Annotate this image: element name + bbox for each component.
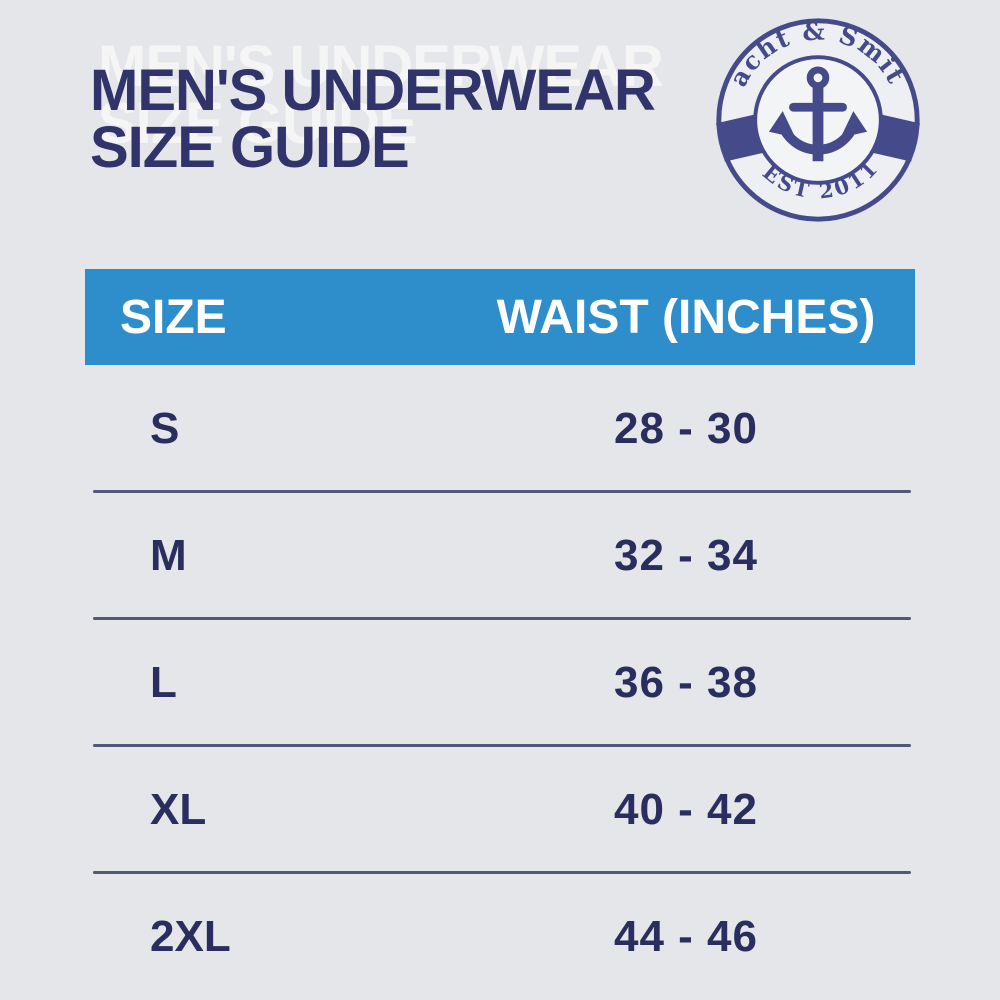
life-ring-bands-icon [716,114,920,162]
row-divider [93,617,911,620]
size-cell: XL [150,784,207,834]
table-row: XL 40 - 42 [85,746,915,874]
waist-cell: 40 - 42 [614,784,758,834]
column-header-waist: WAIST (INCHES) [496,290,876,344]
page-title-line2: SIZE GUIDE [90,115,410,180]
table-row: 2XL 44 - 46 [85,873,915,1000]
waist-cell: 32 - 34 [614,530,758,580]
page-title-ghost: MEN'S UNDERWEAR SIZE GUIDE [98,34,664,156]
size-guide-table: SIZE WAIST (INCHES) S 28 - 30 M 32 - 34 … [85,269,915,1000]
size-cell: 2XL [150,911,231,961]
size-cell: L [150,657,177,707]
page-title: MEN'S UNDERWEAR SIZE GUIDE [90,58,656,180]
row-divider [93,871,911,874]
page-title-ghost-line2: SIZE GUIDE [98,91,418,156]
waist-cell: 36 - 38 [614,657,758,707]
table-row: L 36 - 38 [85,619,915,747]
row-divider [93,490,911,493]
page-title-line1: MEN'S UNDERWEAR [90,58,656,123]
size-cell: M [150,530,187,580]
anchor-icon [768,66,868,162]
page-title-ghost-line1: MEN'S UNDERWEAR [98,34,664,99]
table-row: S 28 - 30 [85,365,915,493]
row-divider [93,744,911,747]
brand-stamp-logo: Yacht & Smith EST 2011 [716,16,920,222]
table-header-row: SIZE WAIST (INCHES) [85,269,915,365]
waist-cell: 44 - 46 [614,911,758,961]
size-cell: S [150,403,180,453]
waist-cell: 28 - 30 [614,403,758,453]
column-header-size: SIZE [120,290,227,344]
table-row: M 32 - 34 [85,492,915,620]
